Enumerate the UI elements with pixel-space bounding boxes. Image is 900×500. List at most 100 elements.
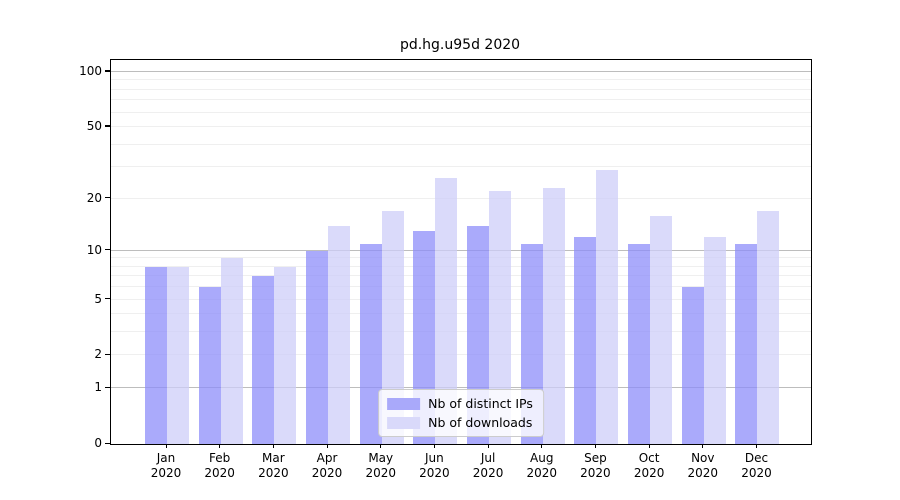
x-tick-year: 2020 [258, 466, 289, 480]
x-tick-year: 2020 [526, 466, 558, 480]
x-tick-year: 2020 [472, 466, 504, 480]
x-tick-month: Mar [262, 451, 285, 465]
x-tick-mark [487, 444, 489, 448]
x-tick-mark [594, 444, 597, 448]
bar-nb-of-downloads-nov [703, 237, 726, 444]
y-tick-label: 20 [86, 190, 102, 205]
x-tick-label-jan: Jan 2020 [131, 451, 201, 481]
minor-gridline [111, 298, 811, 300]
y-tick-mark [105, 197, 110, 199]
x-tick-month: Aug [530, 451, 554, 465]
x-tick-mark [326, 444, 328, 448]
minor-gridline [111, 354, 811, 356]
bar-nb-of-downloads-feb [220, 258, 243, 444]
bar-nb-of-downloads-mar [274, 266, 297, 444]
bar-nb-of-downloads-may [381, 210, 404, 444]
x-tick-mark [219, 444, 221, 448]
x-tick-mark [380, 444, 382, 448]
x-tick-year: 2020 [687, 466, 719, 480]
x-tick-year: 2020 [741, 466, 772, 480]
x-tick-month: Apr [316, 451, 338, 465]
x-tick-month: Dec [744, 451, 769, 465]
bar-nb-of-distinct-ips-mar [252, 276, 275, 444]
minor-gridline [111, 143, 811, 145]
minor-gridline [111, 111, 811, 113]
bar-nb-of-distinct-ips-apr [306, 250, 329, 444]
bar-nb-of-downloads-oct [650, 215, 673, 444]
x-tick-mark [165, 444, 167, 448]
x-tick-month: Nov [691, 451, 715, 465]
x-tick-mark [755, 444, 758, 448]
x-tick-label-may: May 2020 [346, 451, 416, 481]
bar-nb-of-distinct-ips-dec [735, 243, 758, 444]
x-tick-label-sep: Sep 2020 [560, 451, 630, 481]
x-tick-label-jul: Jul 2020 [453, 451, 523, 481]
bar-layer [111, 60, 811, 444]
bar-nb-of-distinct-ips-feb [198, 287, 221, 444]
x-tick-label-nov: Nov 2020 [668, 451, 738, 481]
bar-nb-of-downloads-jan [167, 266, 189, 444]
bar-nb-of-distinct-ips-sep [574, 237, 597, 444]
y-tick-mark [105, 353, 110, 356]
minor-gridline [111, 257, 811, 259]
legend-row-downloads: Nb of downloads [387, 415, 533, 430]
y-tick-label: 100 [79, 63, 102, 78]
legend: Nb of distinct IPs Nb of downloads [378, 389, 544, 437]
x-tick-label-mar: Mar 2020 [238, 451, 308, 481]
y-tick-mark [105, 442, 110, 444]
major-gridline [111, 387, 811, 389]
y-tick-label: 5 [94, 291, 102, 306]
bar-nb-of-downloads-sep [596, 169, 619, 444]
x-tick-year: 2020 [150, 466, 182, 480]
y-tick-mark [105, 298, 110, 300]
x-tick-year: 2020 [633, 466, 665, 480]
y-tick-label: 2 [94, 347, 102, 362]
x-tick-month: Jan [156, 451, 176, 465]
minor-gridline [111, 125, 811, 127]
y-tick-label: 0 [94, 436, 102, 450]
x-tick-label-dec: Dec 2020 [721, 451, 791, 481]
x-tick-month: May [368, 451, 394, 465]
x-tick-year: 2020 [311, 466, 343, 480]
minor-gridline [111, 88, 811, 90]
y-tick-label: 50 [86, 118, 102, 133]
x-tick-month: Jul [480, 451, 496, 465]
grid-layer [111, 60, 811, 444]
x-tick-label-jun: Jun 2020 [399, 451, 469, 481]
x-tick-mark [272, 444, 275, 448]
minor-gridline [111, 286, 811, 288]
bar-nb-of-distinct-ips-may [359, 243, 382, 444]
y-tick-label: 1 [94, 380, 102, 395]
major-gridline [111, 249, 811, 251]
minor-gridline [111, 99, 811, 101]
y-tick-label: 10 [86, 242, 102, 257]
chart-title: pd.hg.u95d 2020 [399, 37, 521, 53]
bar-nb-of-downloads-apr [328, 225, 351, 444]
x-tick-year: 2020 [204, 466, 235, 480]
x-tick-label-oct: Oct 2020 [614, 451, 684, 481]
legend-swatch-distinct-ips [387, 397, 421, 410]
x-tick-label-aug: Aug 2020 [507, 451, 577, 481]
minor-gridline [111, 313, 811, 315]
x-tick-year: 2020 [365, 466, 396, 480]
x-tick-mark [541, 444, 543, 448]
bar-nb-of-downloads-dec [757, 210, 780, 444]
x-tick-year: 2020 [419, 466, 450, 480]
x-tick-year: 2020 [580, 466, 611, 480]
y-tick-mark [105, 125, 110, 127]
plot-area: Nb of distinct IPs Nb of downloads [110, 59, 812, 445]
legend-swatch-downloads [387, 416, 421, 429]
x-tick-mark [648, 444, 650, 448]
legend-row-distinct-ips: Nb of distinct IPs [387, 396, 533, 411]
legend-label-downloads: Nb of downloads [428, 415, 533, 430]
x-tick-month: Sep [584, 451, 607, 465]
minor-gridline [111, 331, 811, 333]
minor-gridline [111, 275, 811, 277]
x-tick-mark [433, 444, 436, 448]
x-tick-month: Oct [638, 451, 660, 465]
x-tick-label-apr: Apr 2020 [292, 451, 362, 481]
bar-nb-of-downloads-jun [435, 178, 458, 444]
y-tick-mark [105, 386, 110, 388]
x-tick-month: Jun [425, 451, 444, 465]
